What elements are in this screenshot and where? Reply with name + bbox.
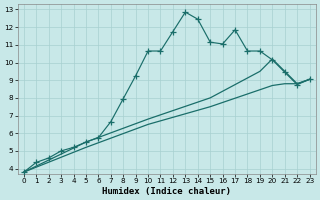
X-axis label: Humidex (Indice chaleur): Humidex (Indice chaleur) xyxy=(102,187,231,196)
